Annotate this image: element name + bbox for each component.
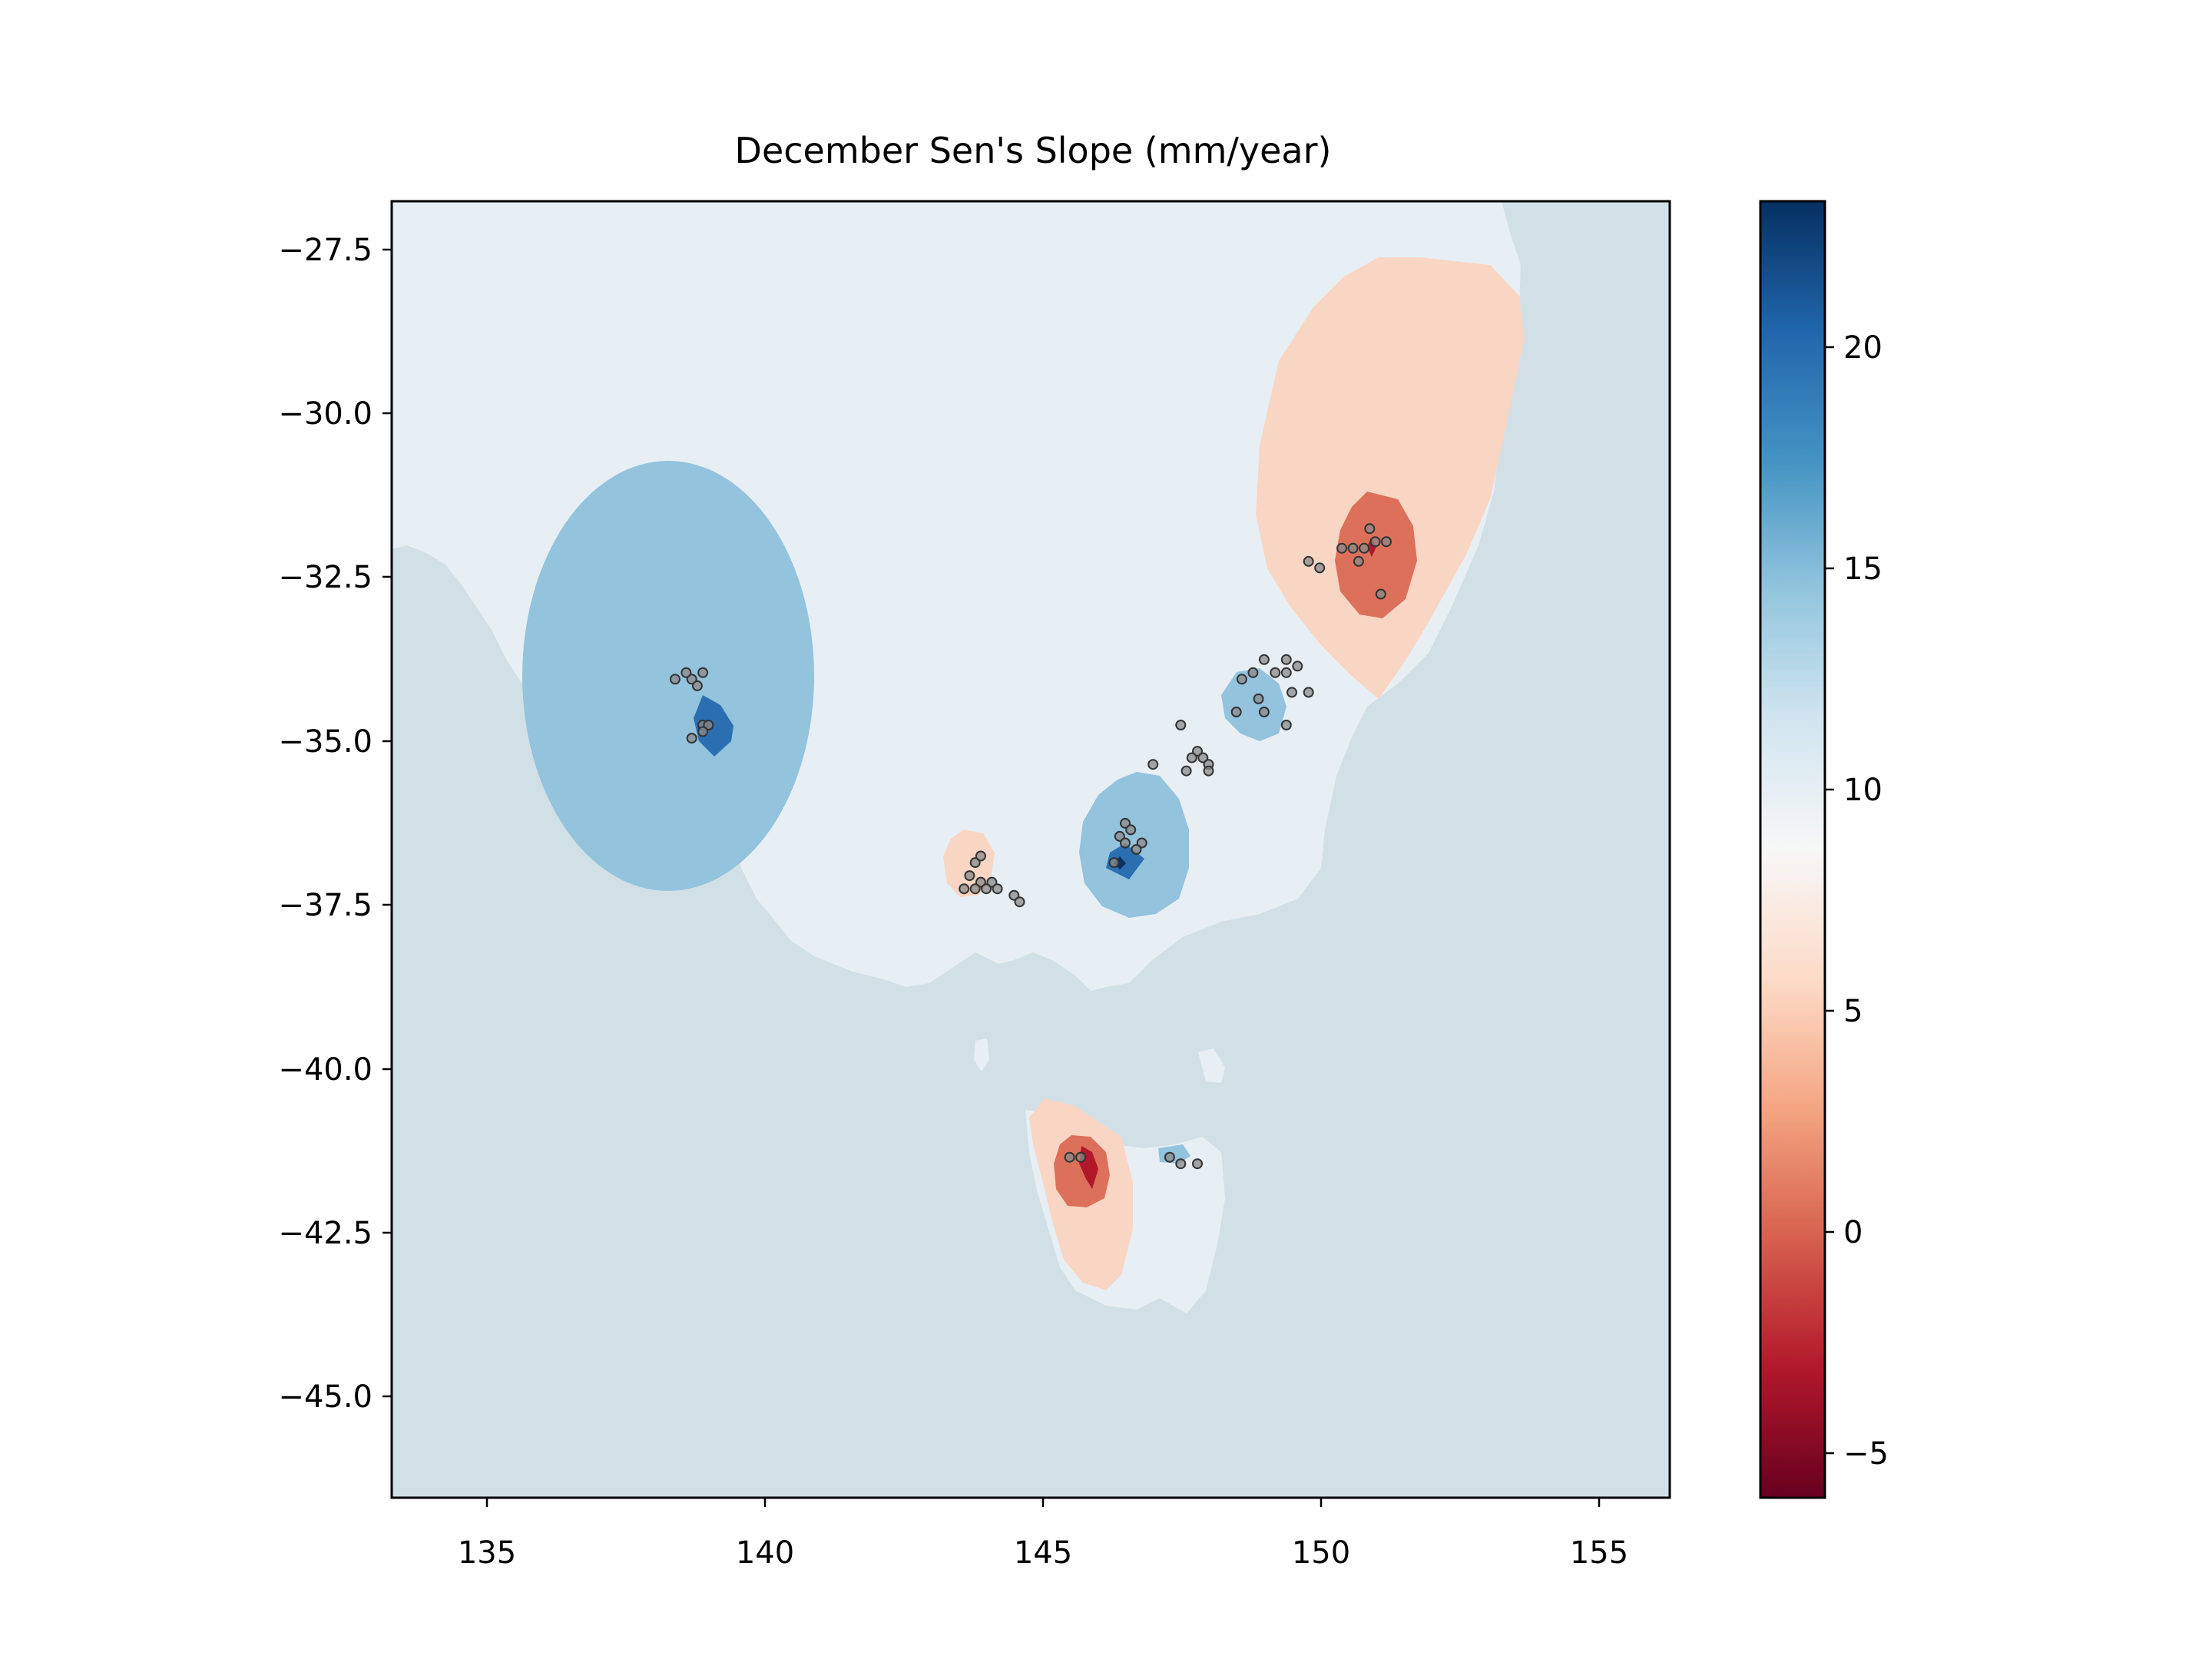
contour-nsw-negative-min: [1367, 538, 1376, 557]
y-tick-label: −30.0: [278, 396, 373, 432]
x-tick-label: 150: [1292, 1535, 1350, 1571]
x-tick-label: 140: [736, 1535, 794, 1571]
station-marker: [686, 733, 697, 744]
colorbar-tick-label: 5: [1843, 994, 1863, 1029]
colorbar-tick-labels: −5 0 5 10 15 20: [1843, 330, 1889, 1472]
station-marker: [1230, 707, 1242, 717]
station-marker: [1303, 687, 1314, 698]
station-marker: [1258, 707, 1270, 717]
station-marker: [1175, 720, 1187, 730]
station-marker: [1192, 1158, 1203, 1170]
station-marker: [1164, 1151, 1175, 1163]
mainland-land: [392, 201, 1521, 991]
map-area: [392, 201, 1670, 1498]
station-marker: [969, 883, 981, 895]
station-marker: [1175, 1158, 1187, 1170]
x-ticks: [485, 1498, 1601, 1507]
colorbar-tick-label: −5: [1843, 1436, 1889, 1472]
station-marker: [964, 870, 975, 882]
station-marker: [1303, 555, 1314, 567]
x-tick-labels: 135 140 145 150 155: [458, 1535, 1628, 1571]
station-marker: [969, 857, 981, 869]
colorbar-tick-label: 0: [1843, 1215, 1863, 1250]
y-tick-label: −42.5: [278, 1216, 373, 1251]
station-marker: [1014, 896, 1025, 908]
station-marker: [1075, 1151, 1087, 1163]
x-tick-label: 145: [1014, 1535, 1072, 1571]
station-marker: [1375, 588, 1386, 600]
map-frame: [390, 200, 1671, 1499]
y-tick-label: −32.5: [278, 560, 373, 595]
station-marker: [1353, 555, 1364, 567]
x-tick-label: 135: [458, 1535, 516, 1571]
station-marker: [1247, 667, 1259, 678]
colorbar-tick-label: 10: [1843, 773, 1883, 808]
station-marker: [697, 726, 709, 737]
station-marker: [981, 883, 992, 895]
station-marker: [1369, 536, 1381, 548]
station-marker: [1253, 693, 1264, 704]
y-tick-label: −37.5: [278, 888, 373, 923]
contour-fills: [522, 257, 1525, 1290]
chart-title: December Sen's Slope (mm/year): [735, 130, 1332, 171]
station-marker: [1314, 562, 1326, 574]
station-marker: [1381, 536, 1392, 548]
station-marker: [1359, 542, 1370, 554]
station-marker: [697, 667, 709, 678]
y-tick-label: −27.5: [278, 233, 373, 268]
station-marker: [1108, 857, 1120, 869]
y-tick-labels: −27.5 −30.0 −32.5 −35.0 −37.5 −40.0 −42.…: [278, 233, 373, 1415]
colorbar: −5 0 5 10 15 20: [1759, 200, 1889, 1499]
station-marker: [1120, 837, 1131, 849]
station-marker: [1280, 667, 1292, 678]
station-marker: [1292, 661, 1303, 672]
colorbar-ticks: [1825, 346, 1834, 1455]
station-marker: [1364, 523, 1376, 535]
station-marker: [959, 883, 970, 895]
station-marker: [1131, 844, 1142, 855]
station-marker: [1280, 654, 1292, 665]
y-tick-label: −35.0: [278, 724, 373, 760]
station-marker: [1236, 674, 1247, 685]
station-marker: [1186, 752, 1197, 763]
station-marker: [1258, 654, 1270, 665]
station-marker: [1147, 759, 1159, 770]
station-marker: [680, 667, 692, 678]
station-marker: [670, 674, 680, 685]
contour-nsw-positive: [1221, 668, 1286, 741]
station-marker: [1125, 824, 1137, 836]
station-marker: [992, 883, 1003, 895]
y-tick-label: −45.0: [278, 1379, 373, 1415]
colorbar-gradient: [1759, 200, 1826, 1499]
station-marker: [1347, 542, 1359, 554]
station-markers: [670, 523, 1392, 1170]
station-marker: [1286, 687, 1297, 698]
station-marker: [1064, 1151, 1075, 1163]
flinders-island: [1198, 1048, 1225, 1083]
colorbar-tick-label: 15: [1843, 551, 1883, 587]
station-marker: [1280, 720, 1292, 730]
station-marker: [691, 680, 703, 691]
king-island: [974, 1038, 989, 1071]
contour-nsw-negative-mid: [1335, 492, 1417, 618]
station-marker: [1336, 542, 1348, 554]
y-tick-label: −40.0: [278, 1052, 373, 1088]
x-tick-label: 155: [1570, 1535, 1628, 1571]
station-marker: [1270, 667, 1281, 678]
contour-nsw-negative: [1256, 257, 1525, 699]
station-marker: [1203, 765, 1214, 777]
station-marker: [1181, 765, 1192, 777]
station-marker: [975, 850, 986, 862]
y-ticks: [382, 248, 392, 1398]
colorbar-tick-label: 20: [1843, 330, 1883, 366]
contour-sa-positive: [522, 461, 814, 891]
